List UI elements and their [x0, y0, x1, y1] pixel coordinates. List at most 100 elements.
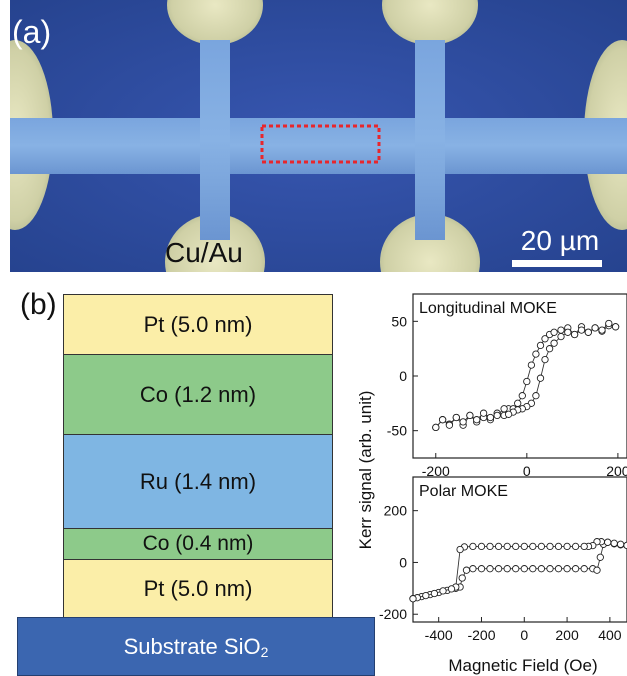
data-point [537, 565, 546, 573]
x-tick-label: 400 [598, 627, 622, 643]
data-point [554, 542, 563, 551]
data-point [557, 332, 565, 341]
substrate-layer: Substrate SiO 2 [17, 617, 375, 676]
x-tick-label: 0 [520, 627, 528, 643]
x-tick-label: 0 [523, 463, 531, 479]
data-point [557, 326, 565, 334]
series-line [435, 325, 616, 428]
data-point [554, 565, 563, 573]
chart-title: Polar MOKE [419, 483, 508, 500]
data-point [447, 585, 456, 593]
data-point [486, 542, 494, 551]
micrograph-panel: 20 µm Cu/Au (a) [10, 0, 627, 272]
panel-a-label: (a) [12, 14, 51, 50]
data-point [422, 591, 430, 600]
data-point [503, 565, 511, 573]
scale-bar [512, 260, 602, 267]
data-point [532, 392, 540, 400]
data-point [546, 565, 554, 573]
data-point [593, 566, 601, 574]
plot-frame [412, 476, 627, 623]
data-point [536, 374, 545, 382]
moke-chart-longitudinal: Longitudinal MOKE -50 0 50 -200 0 200 [387, 293, 627, 479]
data-point [462, 566, 471, 574]
data-point [512, 542, 520, 551]
data-point [479, 409, 488, 417]
layer-pt-top: Pt (5.0 nm) [63, 294, 333, 355]
data-point [527, 361, 536, 369]
data-point [611, 323, 620, 331]
data-point [529, 565, 537, 573]
data-point [564, 328, 572, 336]
y-axis-label: Kerr signal (arb. unit) [356, 391, 375, 550]
layer-ru: Ru (1.4 nm) [63, 434, 333, 529]
x-axis-label: Magnetic Field (Oe) [448, 656, 597, 675]
contact-pad [380, 214, 480, 272]
data-point [469, 542, 477, 551]
data-point [493, 411, 501, 420]
data-point [486, 565, 494, 573]
y-tick-label: 0 [399, 554, 407, 570]
data-point [580, 542, 588, 551]
moke-charts: Longitudinal MOKE -50 0 50 -200 0 200 Polar MOK… [356, 293, 627, 675]
substrate-subscript: 2 [260, 643, 269, 660]
scale-bar-label: 20 µm [521, 225, 599, 256]
data-point [456, 545, 464, 554]
data-point [546, 542, 554, 551]
data-point [571, 565, 580, 573]
data-point [580, 565, 588, 573]
data-point [469, 565, 477, 573]
data-point [536, 341, 545, 350]
moke-chart-polar: Polar MOKE -200 0 200 -400 -200 0 200 400Magneti… [356, 391, 627, 675]
data-point [605, 319, 613, 328]
data-point [486, 413, 495, 422]
layer-co-thick: Co (1.2 nm) [63, 354, 333, 435]
data-point [494, 565, 503, 573]
data-point [520, 565, 528, 573]
x-tick-label: -200 [467, 627, 495, 643]
data-point [409, 595, 417, 603]
contact-pad [165, 214, 265, 272]
layer-pt-bottom: Pt (5.0 nm) [63, 559, 333, 618]
y-tick-label: -50 [387, 423, 407, 439]
data-point [477, 542, 486, 551]
contact-pad [167, 0, 263, 45]
substrate-label: Substrate SiO [123, 633, 261, 659]
data-point [610, 539, 618, 547]
data-point [571, 542, 580, 551]
y-tick-label: 200 [384, 503, 408, 519]
data-point [514, 399, 522, 407]
data-point [529, 542, 537, 551]
data-point [537, 542, 546, 551]
series-line [435, 322, 616, 428]
x-tick-label: -200 [422, 463, 450, 479]
data-point [550, 328, 558, 336]
data-point [604, 538, 612, 546]
y-tick-label: -200 [379, 606, 407, 622]
data-point [596, 553, 604, 561]
selection-box [260, 124, 381, 164]
data-point [541, 335, 549, 343]
y-tick-label: 0 [399, 368, 407, 384]
data-point [520, 542, 528, 551]
plot-frame [412, 293, 627, 459]
x-tick-label: -400 [425, 627, 453, 643]
data-point [438, 416, 447, 424]
data-point [616, 540, 625, 548]
data-point [541, 355, 549, 364]
data-point [545, 345, 554, 353]
data-point [477, 565, 486, 573]
chart-title: Longitudinal MOKE [419, 300, 557, 317]
data-point [500, 405, 508, 413]
data-point [523, 377, 531, 386]
y-tick-label: 50 [391, 313, 407, 329]
data-point [445, 421, 454, 429]
data-point [570, 330, 579, 339]
data-point [518, 392, 526, 400]
data-point [458, 574, 466, 582]
data-point [584, 328, 592, 336]
data-point [473, 416, 481, 424]
data-point [598, 326, 606, 334]
data-point [459, 418, 467, 426]
contact-pad [382, 0, 478, 45]
